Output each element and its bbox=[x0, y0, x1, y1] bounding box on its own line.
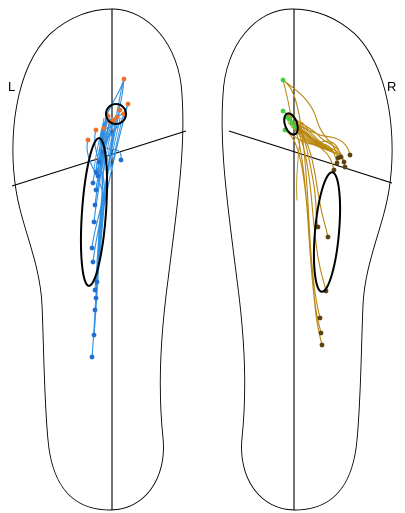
right-end-marker bbox=[317, 315, 323, 321]
right-start-marker bbox=[286, 116, 292, 122]
right-end-marker bbox=[325, 234, 331, 240]
left-end-marker bbox=[95, 173, 101, 179]
left-end-marker bbox=[94, 279, 100, 285]
right-foot-trajectories bbox=[280, 77, 353, 348]
right-start-marker bbox=[289, 120, 295, 126]
left-end-marker bbox=[93, 295, 99, 301]
left-end-marker bbox=[90, 180, 96, 186]
left-start-marker bbox=[114, 114, 120, 120]
right-end-marker bbox=[342, 164, 348, 170]
left-start-marker bbox=[85, 137, 91, 143]
left-end-marker bbox=[118, 157, 124, 163]
left-end-marker bbox=[93, 187, 99, 193]
left-end-marker bbox=[93, 169, 99, 175]
left-end-marker bbox=[90, 259, 96, 265]
left-end-marker bbox=[89, 245, 95, 251]
right-start-marker bbox=[292, 124, 298, 130]
left-end-marker bbox=[91, 219, 97, 225]
left-start-marker bbox=[93, 127, 99, 133]
left-trace bbox=[107, 117, 119, 171]
left-foot-outline-icon bbox=[12, 8, 184, 511]
left-trace bbox=[91, 129, 105, 249]
left-trace bbox=[93, 117, 105, 171]
left-trace bbox=[102, 116, 122, 161]
left-trace bbox=[95, 117, 107, 171]
left-trace bbox=[86, 139, 104, 263]
left-end-marker bbox=[92, 307, 98, 313]
left-foot-trajectories bbox=[85, 76, 131, 360]
left-end-marker bbox=[92, 287, 98, 293]
right-end-marker bbox=[334, 160, 340, 166]
right-end-marker bbox=[318, 330, 324, 336]
right-trace bbox=[296, 139, 301, 201]
left-trace bbox=[109, 117, 121, 171]
left-side-label: L bbox=[8, 79, 15, 94]
left-start-marker bbox=[121, 76, 127, 82]
left-start-marker bbox=[117, 107, 123, 113]
left-toe-ellipse bbox=[105, 103, 127, 125]
right-foot-transverse-axis bbox=[228, 130, 393, 184]
left-end-marker bbox=[92, 202, 98, 208]
left-heel-ellipse bbox=[79, 137, 109, 287]
right-toe-ellipse bbox=[283, 112, 299, 136]
left-start-marker bbox=[101, 125, 107, 131]
right-end-marker bbox=[315, 224, 321, 230]
right-foot-outline-icon bbox=[221, 8, 393, 511]
right-end-marker bbox=[331, 167, 337, 173]
right-trace bbox=[282, 79, 293, 123]
left-end-marker bbox=[96, 159, 102, 165]
right-trace bbox=[284, 129, 321, 319]
right-side-label: R bbox=[387, 79, 396, 94]
right-trace bbox=[301, 121, 343, 158]
right-end-marker bbox=[319, 342, 325, 348]
right-trace bbox=[282, 79, 323, 346]
right-heel-ellipse bbox=[312, 171, 342, 293]
left-start-marker bbox=[111, 117, 117, 123]
right-start-marker bbox=[280, 108, 286, 114]
right-end-marker bbox=[341, 159, 347, 165]
left-end-marker bbox=[89, 354, 95, 360]
right-end-marker bbox=[338, 154, 344, 160]
right-end-marker bbox=[347, 152, 353, 158]
right-start-marker bbox=[280, 77, 286, 83]
left-end-marker bbox=[91, 332, 97, 338]
left-start-marker bbox=[125, 101, 131, 107]
